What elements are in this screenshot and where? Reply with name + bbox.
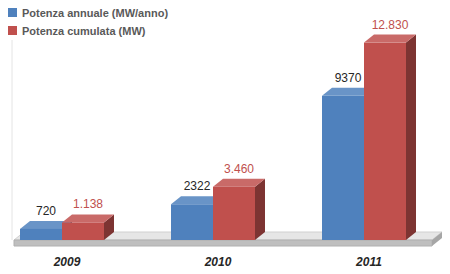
page: {"chart_data": {"type": "bar", "categori… — [0, 0, 450, 274]
bar — [171, 204, 213, 240]
bar-top — [213, 179, 265, 187]
data-label: 12.830 — [372, 18, 409, 32]
data-label: 2322 — [184, 179, 211, 193]
bar — [364, 43, 406, 240]
chart-container: 720 1.138 2322 3.460 9370 12.830 2009 2010 2011 P… — [0, 0, 450, 274]
bar-top — [62, 214, 114, 222]
bar — [322, 96, 364, 240]
chart-svg: 720 1.138 2322 3.460 9370 12.830 2009 2010 2011 P… — [0, 0, 450, 274]
bar — [20, 229, 62, 240]
bar-side — [406, 35, 416, 240]
category-labels: 2009 2010 2011 — [53, 255, 383, 269]
legend-label: Potenza cumulata (MW) — [22, 25, 146, 37]
data-label: 3.460 — [224, 162, 254, 176]
category-label: 2009 — [53, 255, 81, 269]
bar — [62, 222, 104, 240]
data-label: 9370 — [335, 71, 362, 85]
category-label: 2011 — [355, 255, 382, 269]
bar-side — [255, 179, 265, 240]
data-labels: 720 1.138 2322 3.460 9370 12.830 — [36, 18, 409, 218]
category-label: 2010 — [204, 255, 232, 269]
value-axis-line — [12, 40, 13, 240]
legend-swatch — [8, 26, 17, 35]
data-label: 720 — [36, 204, 56, 218]
legend-swatch — [8, 8, 17, 17]
bar — [213, 187, 255, 240]
bar-top — [364, 35, 416, 43]
bar-3d — [213, 179, 265, 240]
floor-side — [432, 232, 442, 246]
bar-3d — [364, 35, 416, 240]
legend-label: Potenza annuale (MW/anno) — [22, 7, 168, 19]
floor-front — [14, 240, 432, 246]
data-label: 1.138 — [73, 197, 103, 211]
legend: Potenza annuale (MW/anno) Potenza cumulat… — [8, 7, 168, 37]
bar-3d — [62, 214, 114, 240]
bars — [20, 35, 416, 240]
